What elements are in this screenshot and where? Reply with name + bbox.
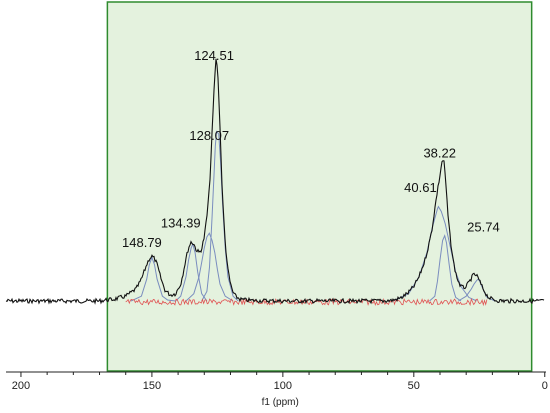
fit-component-line [201,130,239,302]
peak-label: 25.74 [467,220,500,235]
fit-component-line [130,255,176,302]
x-tick-label: 150 [143,380,161,392]
fit-component-line [175,242,208,302]
peak-label: 148.79 [122,235,162,250]
peak-label: 128.07 [189,128,229,143]
x-tick-label: 100 [274,380,292,392]
fit-component-line [429,234,462,302]
x-axis-label: f1 (ppm) [262,397,299,408]
peak-label: 124.51 [194,48,234,63]
peak-label: 134.39 [161,216,201,231]
peak-label: 38.22 [423,146,456,161]
x-axis [6,371,546,377]
peak-label: 40.61 [404,180,437,195]
fit-component-line [185,232,234,302]
x-tick-label: 200 [12,380,30,392]
experimental-trace [5,58,545,305]
experimental-line [5,58,545,305]
highlight-region [106,1,533,372]
x-tick-label: 0 [542,380,548,392]
x-tick-label: 50 [408,380,420,392]
peak-labels: 148.79 134.39 128.07 124.51 40.61 38.22 25.74 [122,48,500,250]
x-tick-labels: 200 150 100 50 0 [12,380,548,392]
